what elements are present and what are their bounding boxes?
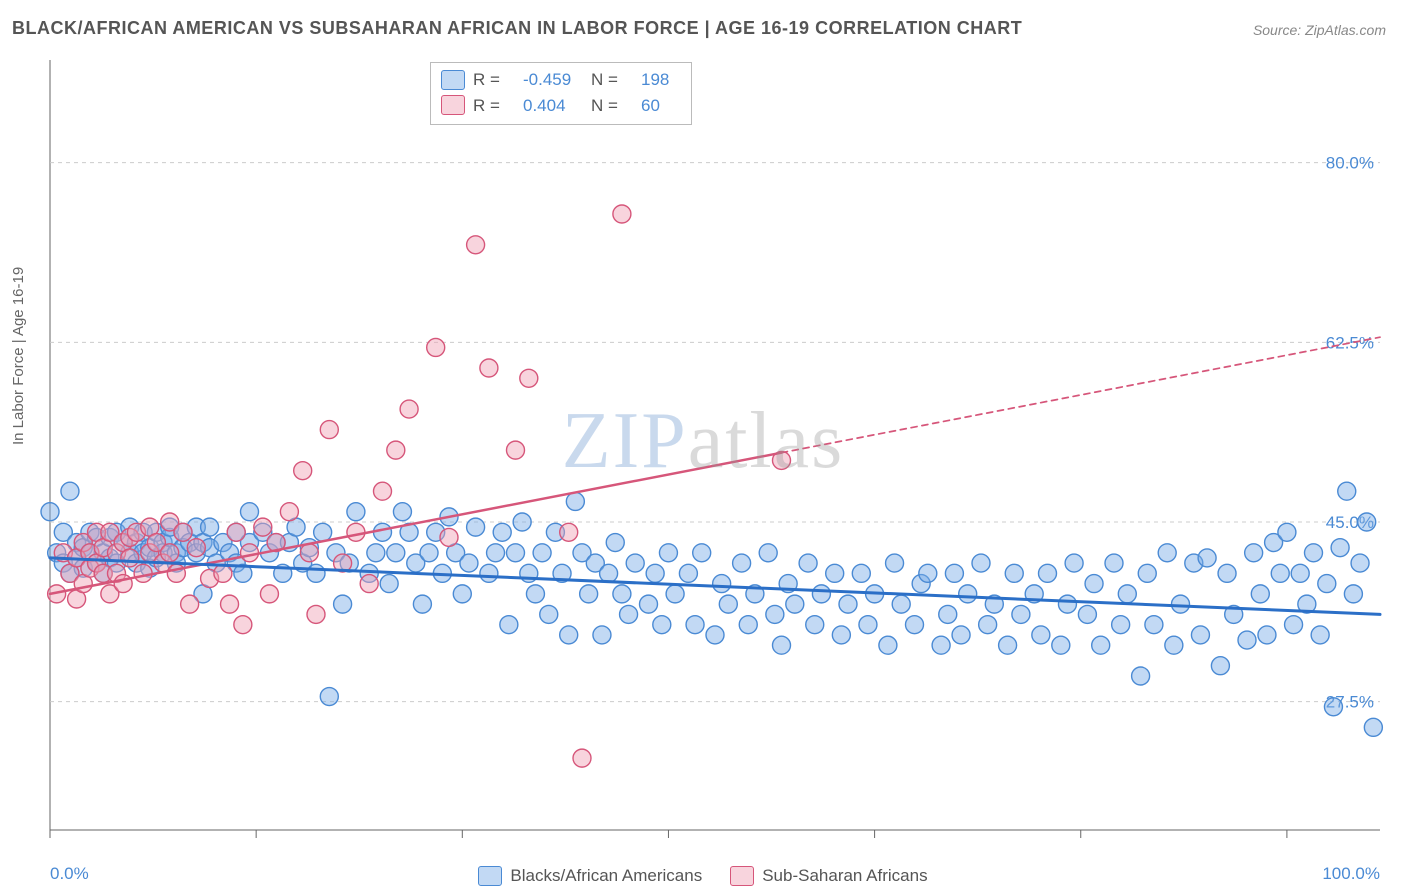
r-label: R = xyxy=(473,67,515,93)
n-label: N = xyxy=(591,93,633,119)
r-value-blue: -0.459 xyxy=(523,67,583,93)
x-axis-label-min: 0.0% xyxy=(50,864,89,884)
chart-svg: 80.0%62.5%45.0%27.5% xyxy=(0,0,1406,892)
r-value-pink: 0.404 xyxy=(523,93,583,119)
legend-label-pink: Sub-Saharan Africans xyxy=(762,866,927,886)
stats-legend-row-pink: R = 0.404 N = 60 xyxy=(441,93,681,119)
stats-legend-row-blue: R = -0.459 N = 198 xyxy=(441,67,681,93)
legend-item-blue: Blacks/African Americans xyxy=(478,866,702,886)
swatch-pink xyxy=(441,95,465,115)
swatch-blue xyxy=(441,70,465,90)
correlation-chart: BLACK/AFRICAN AMERICAN VS SUBSAHARAN AFR… xyxy=(0,0,1406,892)
bottom-legend: Blacks/African Americans Sub-Saharan Afr… xyxy=(0,860,1406,892)
svg-text:80.0%: 80.0% xyxy=(1326,154,1374,173)
n-value-blue: 198 xyxy=(641,67,681,93)
swatch-pink xyxy=(730,866,754,886)
svg-text:62.5%: 62.5% xyxy=(1326,333,1374,352)
legend-label-blue: Blacks/African Americans xyxy=(510,866,702,886)
legend-item-pink: Sub-Saharan Africans xyxy=(730,866,927,886)
x-axis-label-max: 100.0% xyxy=(1322,864,1380,884)
n-label: N = xyxy=(591,67,633,93)
n-value-pink: 60 xyxy=(641,93,681,119)
r-label: R = xyxy=(473,93,515,119)
swatch-blue xyxy=(478,866,502,886)
stats-legend: R = -0.459 N = 198 R = 0.404 N = 60 xyxy=(430,62,692,125)
